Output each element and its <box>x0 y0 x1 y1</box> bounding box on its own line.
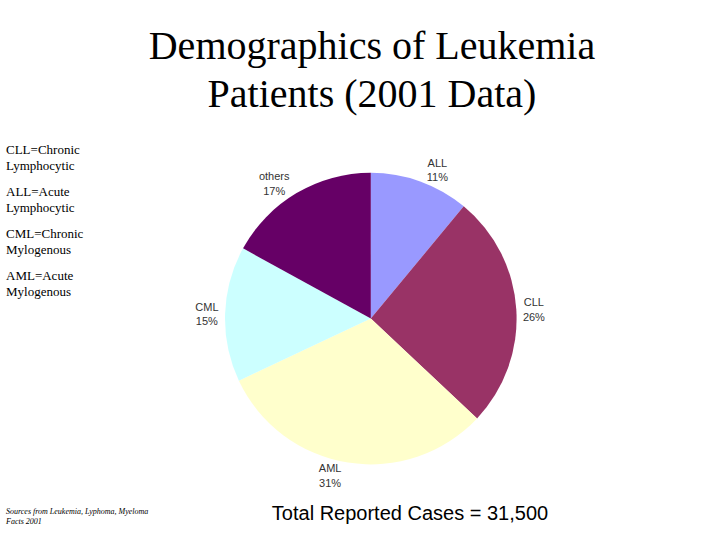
svg-text:CLL26%: CLL26% <box>523 296 545 322</box>
html-text:Total Reported Cases = 31,500: Total Reported Cases = 31,500 <box>271 502 549 524</box>
svg-text:ALL11%: ALL11% <box>427 157 448 183</box>
html-text:CLL=Chronic Lymphocytic: CLL=Chronic Lymphocytic <box>6 142 80 173</box>
svg-text:AML31%: AML31% <box>319 462 342 488</box>
html-text:Demographics of Leukemia Patie: Demographics of Leukemia Patients (2001 … <box>148 23 596 116</box>
html-text:CML=Chronic Mylogenous: CML=Chronic Mylogenous <box>6 226 84 257</box>
html-text:Sources from Leukemia, Lyphoma: Sources from Leukemia, Lyphoma, Myeloma … <box>6 507 149 526</box>
svg-text:others17%: others17% <box>259 170 290 196</box>
html-text:ALL=Acute Lymphocytic: ALL=Acute Lymphocytic <box>6 184 75 215</box>
svg-text:CML15%: CML15% <box>195 301 218 327</box>
html-text:AML=Acute Mylogenous: AML=Acute Mylogenous <box>6 268 74 299</box>
